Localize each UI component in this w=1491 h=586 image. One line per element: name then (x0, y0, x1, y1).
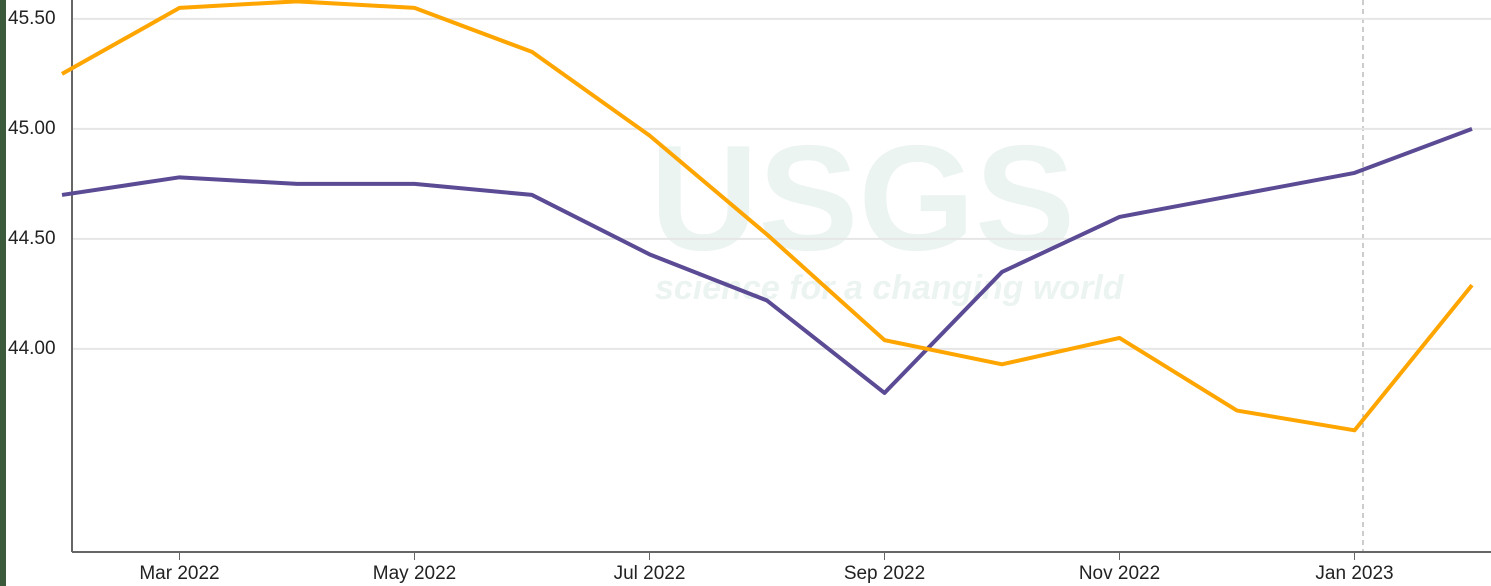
left-border (0, 0, 6, 586)
x-tick-label: Sep 2022 (844, 563, 925, 584)
y-tick-label: 44.00 (8, 338, 56, 359)
y-tick-label: 45.50 (8, 8, 56, 29)
x-tick-label: Jan 2023 (1315, 563, 1393, 584)
watermark-tagline: science for a changing world (655, 269, 1125, 307)
y-tick-label: 44.50 (8, 228, 56, 249)
x-tick-label: Jul 2022 (614, 563, 686, 584)
x-tick-label: Nov 2022 (1079, 563, 1160, 584)
y-tick-label: 45.00 (8, 118, 56, 139)
watermark-logo: USGS (650, 114, 1075, 282)
series-line (61, 0, 1474, 433)
x-tick-label: May 2022 (373, 563, 456, 584)
series-line (61, 127, 1473, 395)
x-tick-label: Mar 2022 (139, 563, 219, 584)
